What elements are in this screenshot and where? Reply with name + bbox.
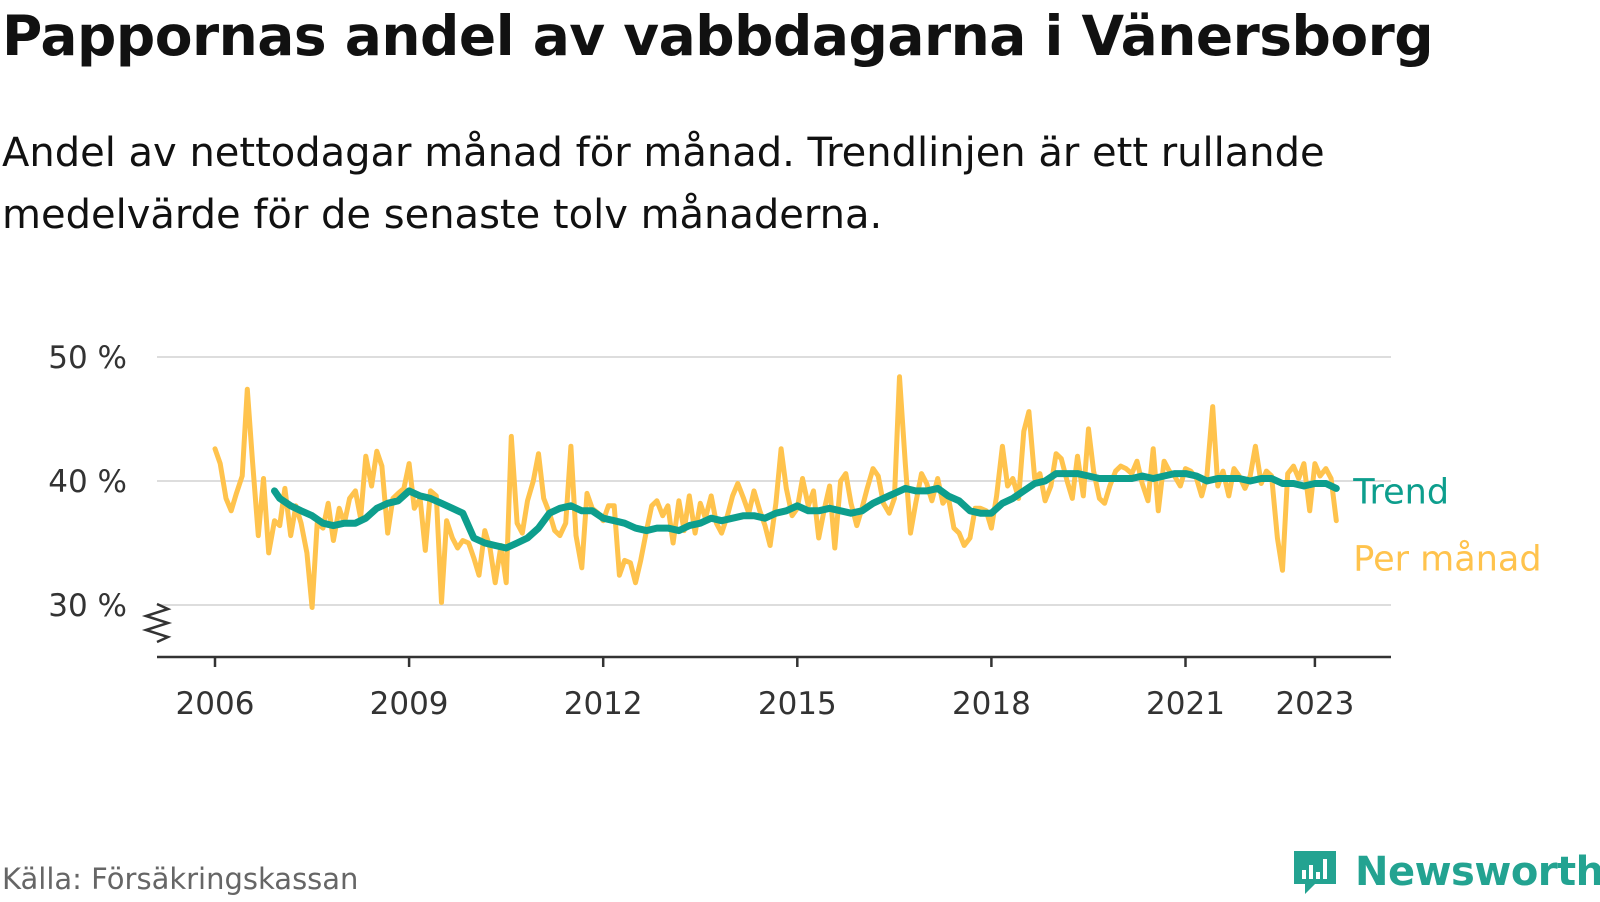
x-tick-label: 2023 — [1275, 686, 1354, 722]
x-axis-ticks: 2006 2009 2012 2015 2018 2021 2023 — [176, 657, 1354, 722]
series-line-1 — [271, 470, 1340, 552]
y-tick-label: 40 % — [48, 464, 127, 500]
newsworthy-bar-chart-icon — [1294, 851, 1336, 894]
y-tick-label: 50 % — [48, 340, 127, 376]
y-axis-break-icon — [141, 602, 173, 644]
series-line-0 — [212, 374, 1339, 610]
chart-title: Pappornas andel av vabbdagarna i Vänersb… — [2, 4, 1434, 68]
x-tick-label: 2021 — [1146, 686, 1225, 722]
series-label: Per månad — [1353, 539, 1541, 580]
x-tick-label: 2009 — [370, 686, 449, 722]
source-note: Källa: Försäkringskassan — [2, 862, 359, 896]
x-tick-label: 2015 — [758, 686, 837, 722]
y-tick-label: 30 % — [48, 588, 127, 624]
x-tick-label: 2018 — [952, 686, 1031, 722]
x-tick-label: 2012 — [564, 686, 643, 722]
y-axis-ticks: 30 % 40 % 50 % — [48, 340, 127, 624]
series-lines — [212, 374, 1340, 610]
series-label: Trend — [1352, 472, 1449, 512]
series-legend: Per månad Trend — [1352, 472, 1541, 579]
x-tick-label: 2006 — [176, 686, 255, 722]
brand-name: Newsworthy — [1355, 849, 1600, 895]
brand-logo: Newsworthy — [1291, 842, 1600, 902]
chart-subtitle: Andel av nettodagar månad för månad. Tre… — [2, 130, 1325, 238]
